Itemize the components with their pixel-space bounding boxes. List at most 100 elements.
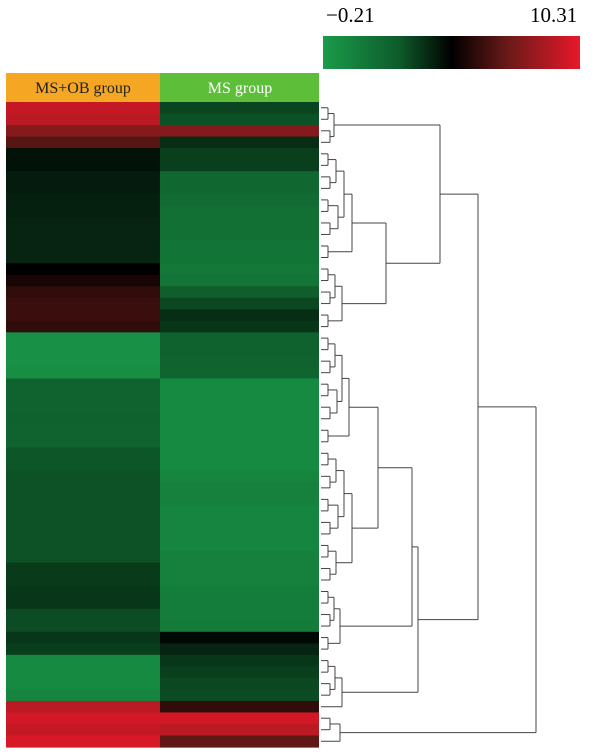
heatmap-cell (160, 528, 319, 541)
heatmap-cell (160, 251, 319, 264)
heatmap-cell (160, 113, 319, 126)
heatmap-cell (160, 378, 319, 391)
heatmap-cell (6, 125, 160, 138)
heatmap-cell (6, 436, 160, 449)
heatmap-cell (6, 136, 160, 149)
heatmap-cell (160, 666, 319, 679)
heatmap-cell (6, 355, 160, 368)
heatmap-cell (6, 217, 160, 230)
heatmap-cell (6, 194, 160, 207)
heatmap-cell (160, 205, 319, 218)
heatmap-cell (6, 240, 160, 253)
heatmap-cell (160, 297, 319, 310)
heatmap-cell (6, 597, 160, 610)
colorscale-max-label: 10.31 (530, 3, 577, 27)
column-label-ms: MS group (208, 80, 272, 97)
heatmap-cell (160, 585, 319, 598)
heatmap-cell (160, 712, 319, 725)
heatmap-cell (6, 251, 160, 264)
heatmap-cell (6, 677, 160, 691)
heatmap-cell (160, 102, 319, 115)
heatmap-cell (160, 562, 319, 575)
heatmap-cell (6, 159, 160, 172)
heatmap-cell (6, 274, 160, 287)
heatmap-cell (160, 620, 319, 633)
heatmap-cells (6, 102, 319, 748)
heatmap-cell (6, 516, 160, 529)
heatmap-cell (6, 320, 160, 333)
heatmap-cell (160, 159, 319, 172)
heatmap-cell (6, 148, 160, 161)
heatmap-cell (6, 401, 160, 414)
column-header-ms (160, 73, 319, 102)
heatmap-cell (6, 343, 160, 356)
heatmap-cell (160, 631, 319, 644)
heatmap-cell (160, 459, 319, 472)
heatmap-cell (6, 389, 160, 403)
heatmap-cell (6, 412, 160, 426)
heatmap-cell (160, 424, 319, 437)
heatmap-cell (6, 447, 160, 460)
heatmap-cell (6, 482, 160, 495)
heatmap-cell (160, 470, 319, 483)
heatmap-cell (160, 182, 319, 195)
heatmap-cell (160, 171, 319, 184)
heatmap-cell (6, 228, 160, 241)
heatmap-cell (6, 620, 160, 633)
heatmap-cell (6, 551, 160, 564)
heatmap-cell (6, 332, 160, 345)
column-header-ms-ob (6, 73, 160, 102)
heatmap-cell (6, 366, 160, 380)
heatmap-cell (160, 447, 319, 460)
heatmap-cell (6, 309, 160, 322)
heatmap-cell (160, 320, 319, 333)
heatmap-cell (6, 113, 160, 126)
heatmap-cell (6, 723, 160, 737)
heatmap-cell (160, 597, 319, 610)
heatmap-cell (6, 459, 160, 472)
heatmap-cell (6, 574, 160, 587)
heatmap-cell (6, 378, 160, 391)
heatmap-cell (6, 689, 160, 702)
heatmap-cell (160, 643, 319, 656)
heatmap-cell (6, 493, 160, 506)
heatmap-cell (160, 493, 319, 506)
heatmap-cell (160, 436, 319, 449)
heatmap-cell (160, 700, 319, 714)
heatmap-cell (6, 735, 160, 748)
heatmap-cell (160, 539, 319, 552)
heatmap-cell (6, 585, 160, 598)
heatmap-cell (6, 424, 160, 437)
heatmap-cell (6, 562, 160, 575)
heatmap-cell (160, 148, 319, 161)
heatmap-cell (6, 528, 160, 541)
heatmap-cell (160, 608, 319, 621)
heatmap-cell (160, 389, 319, 403)
heatmap-cell (160, 551, 319, 564)
heatmap-cell (6, 297, 160, 310)
heatmap-cell (6, 539, 160, 552)
heatmap-cell (6, 608, 160, 621)
heatmap-cell (160, 274, 319, 287)
heatmap-cell (6, 182, 160, 195)
heatmap-cell (6, 700, 160, 714)
heatmap-cell (160, 574, 319, 587)
heatmap-cell (160, 332, 319, 345)
heatmap-cell (6, 171, 160, 184)
heatmap-cell (160, 263, 319, 276)
heatmap-cell (6, 712, 160, 725)
heatmap-cell (6, 470, 160, 483)
heatmap-cell (160, 125, 319, 138)
heatmap-cell (160, 723, 319, 737)
heatmap-cell (6, 666, 160, 679)
heatmap-cell (160, 735, 319, 748)
dendrogram (321, 107, 537, 742)
heatmap-cell (160, 355, 319, 368)
colorscale-bar (323, 36, 580, 69)
heatmap-cell (160, 689, 319, 702)
heatmap-cell (160, 401, 319, 414)
heatmap-cell (160, 343, 319, 356)
colorscale-min-label: −0.21 (326, 3, 375, 27)
heatmap-cell (160, 412, 319, 426)
